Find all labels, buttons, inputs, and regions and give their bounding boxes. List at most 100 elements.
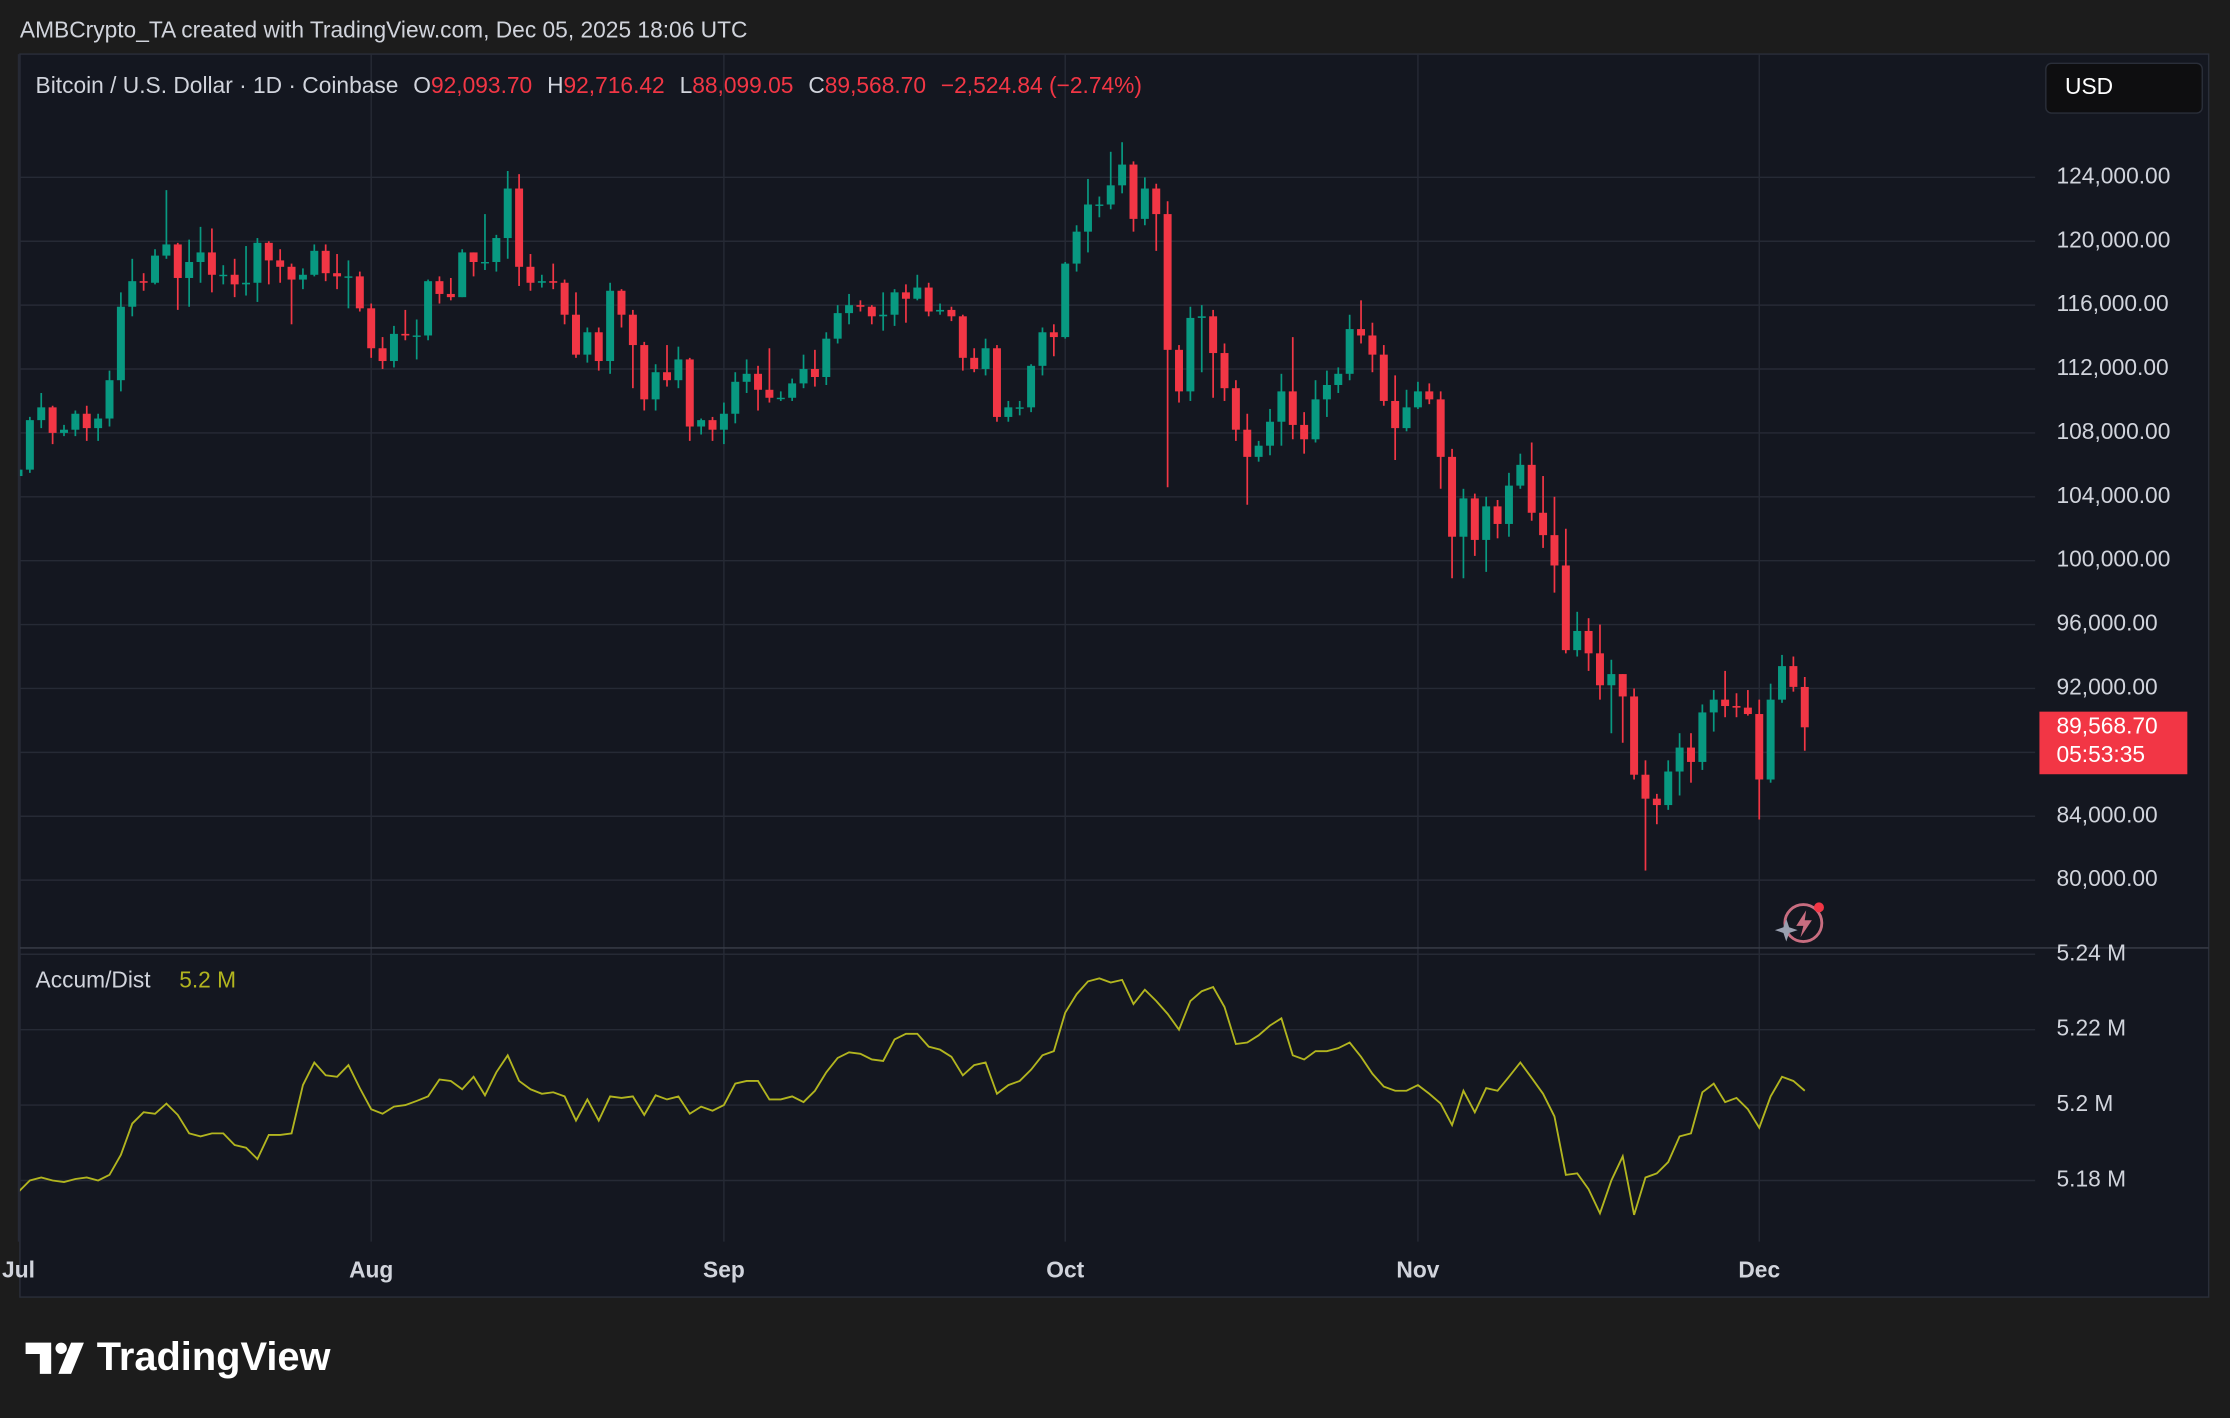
- x-tick-label: Sep: [703, 1256, 745, 1282]
- change: −2,524.84 (−2.74%): [941, 72, 1142, 98]
- y-tick-label: 124,000.00: [2056, 162, 2170, 188]
- candle-body: [1106, 185, 1115, 205]
- candle-body: [1539, 512, 1548, 536]
- candle-body: [1561, 565, 1570, 651]
- candle-body: [162, 244, 171, 256]
- candle-body: [1129, 164, 1138, 219]
- currency-button[interactable]: [2045, 62, 2203, 114]
- candle-body: [742, 373, 751, 382]
- candle-body: [1436, 399, 1445, 457]
- candle-body: [708, 420, 717, 430]
- candle-body: [287, 266, 296, 280]
- candle-body: [1072, 231, 1081, 264]
- candle-body: [1721, 699, 1730, 707]
- candle-body: [401, 333, 410, 336]
- chart-header: Bitcoin / U.S. Dollar · 1D · Coinbase O9…: [36, 72, 1142, 98]
- candle-body: [230, 274, 239, 285]
- candle-body: [139, 281, 148, 283]
- currency-label[interactable]: USD: [2065, 73, 2113, 99]
- candle-body: [1664, 771, 1673, 806]
- candle-body: [1402, 407, 1411, 429]
- candle-body: [981, 348, 990, 370]
- candle-body: [1493, 506, 1502, 524]
- candle-body: [1231, 388, 1240, 430]
- candle-body: [958, 316, 967, 358]
- candle-body: [1641, 774, 1650, 799]
- candle-body: [276, 260, 285, 267]
- candle-body: [1163, 214, 1172, 350]
- candle-body: [970, 357, 979, 370]
- candle-body: [901, 292, 910, 299]
- candle-body: [1334, 373, 1343, 385]
- y-tick-label: 104,000.00: [2056, 482, 2170, 508]
- assistant-icon[interactable]: [1774, 902, 1824, 943]
- candle-body: [1755, 714, 1764, 780]
- candle-body: [82, 413, 91, 429]
- candle-body: [37, 407, 46, 421]
- symbol-title: Bitcoin / U.S. Dollar · 1D · Coinbase: [36, 72, 399, 98]
- candle-body: [173, 244, 182, 278]
- candle-body: [1482, 506, 1491, 540]
- candle-body: [480, 262, 489, 264]
- candle-body: [1607, 674, 1616, 686]
- countdown: 05:53:35: [2056, 741, 2145, 767]
- candle-body: [1675, 747, 1684, 772]
- candle-body: [355, 276, 364, 309]
- candle-body: [890, 292, 899, 315]
- y-tick-label: 5.18 M: [2056, 1166, 2126, 1192]
- candle-body: [879, 314, 888, 317]
- candle-body: [1311, 399, 1320, 440]
- candle-body: [458, 252, 467, 298]
- ohlc-value: 89,568.70: [825, 72, 926, 98]
- candle-body: [1277, 391, 1286, 422]
- candle-body: [1391, 400, 1400, 429]
- candle-body: [833, 313, 842, 339]
- candle-body: [185, 262, 194, 278]
- candle-body: [1357, 329, 1366, 336]
- ohlc-key: O: [413, 72, 431, 98]
- candle-body: [1083, 204, 1092, 232]
- candle-body: [1038, 332, 1047, 366]
- candle-body: [1015, 407, 1024, 409]
- logo-mark: [25, 1342, 52, 1374]
- indicator-line: [19, 977, 1806, 1216]
- candle-body: [105, 380, 114, 419]
- candle-body: [424, 281, 433, 336]
- logo-mark: [55, 1342, 67, 1354]
- icon-sparkle[interactable]: [1774, 918, 1798, 942]
- candle-body: [1413, 391, 1422, 408]
- icon-bolt[interactable]: [1796, 910, 1812, 938]
- candle-body: [651, 372, 660, 400]
- candle-body: [207, 252, 216, 275]
- candle-body: [1698, 712, 1707, 762]
- last-price-label: 89,568.70: [2056, 712, 2157, 738]
- y-tick-label: 96,000.00: [2056, 610, 2157, 636]
- candle-body: [94, 418, 103, 429]
- y-tick-label: 108,000.00: [2056, 418, 2170, 444]
- candle-body: [412, 335, 421, 337]
- candle-body: [913, 287, 922, 299]
- candle-body: [25, 420, 34, 470]
- candle-body: [1470, 498, 1479, 540]
- candle-body: [389, 333, 398, 362]
- candle-body: [1061, 263, 1070, 338]
- candle-body: [526, 266, 535, 283]
- candle-body: [685, 359, 694, 427]
- candle-body: [1448, 456, 1457, 537]
- candle-body: [1504, 485, 1513, 524]
- candle-body: [71, 413, 80, 430]
- candle-body: [515, 188, 524, 267]
- candle-body: [503, 188, 512, 239]
- candle-body: [799, 369, 808, 384]
- candle-body: [583, 332, 592, 355]
- candle-body: [1243, 429, 1252, 457]
- icon-dot[interactable]: [1814, 902, 1824, 913]
- y-tick-label: 80,000.00: [2056, 865, 2157, 891]
- candle-body: [1140, 188, 1149, 219]
- candle-body: [1049, 332, 1058, 338]
- candle-body: [594, 332, 603, 362]
- candle-body: [1027, 365, 1036, 408]
- candle-body: [1732, 706, 1741, 708]
- candle-body: [1197, 316, 1206, 318]
